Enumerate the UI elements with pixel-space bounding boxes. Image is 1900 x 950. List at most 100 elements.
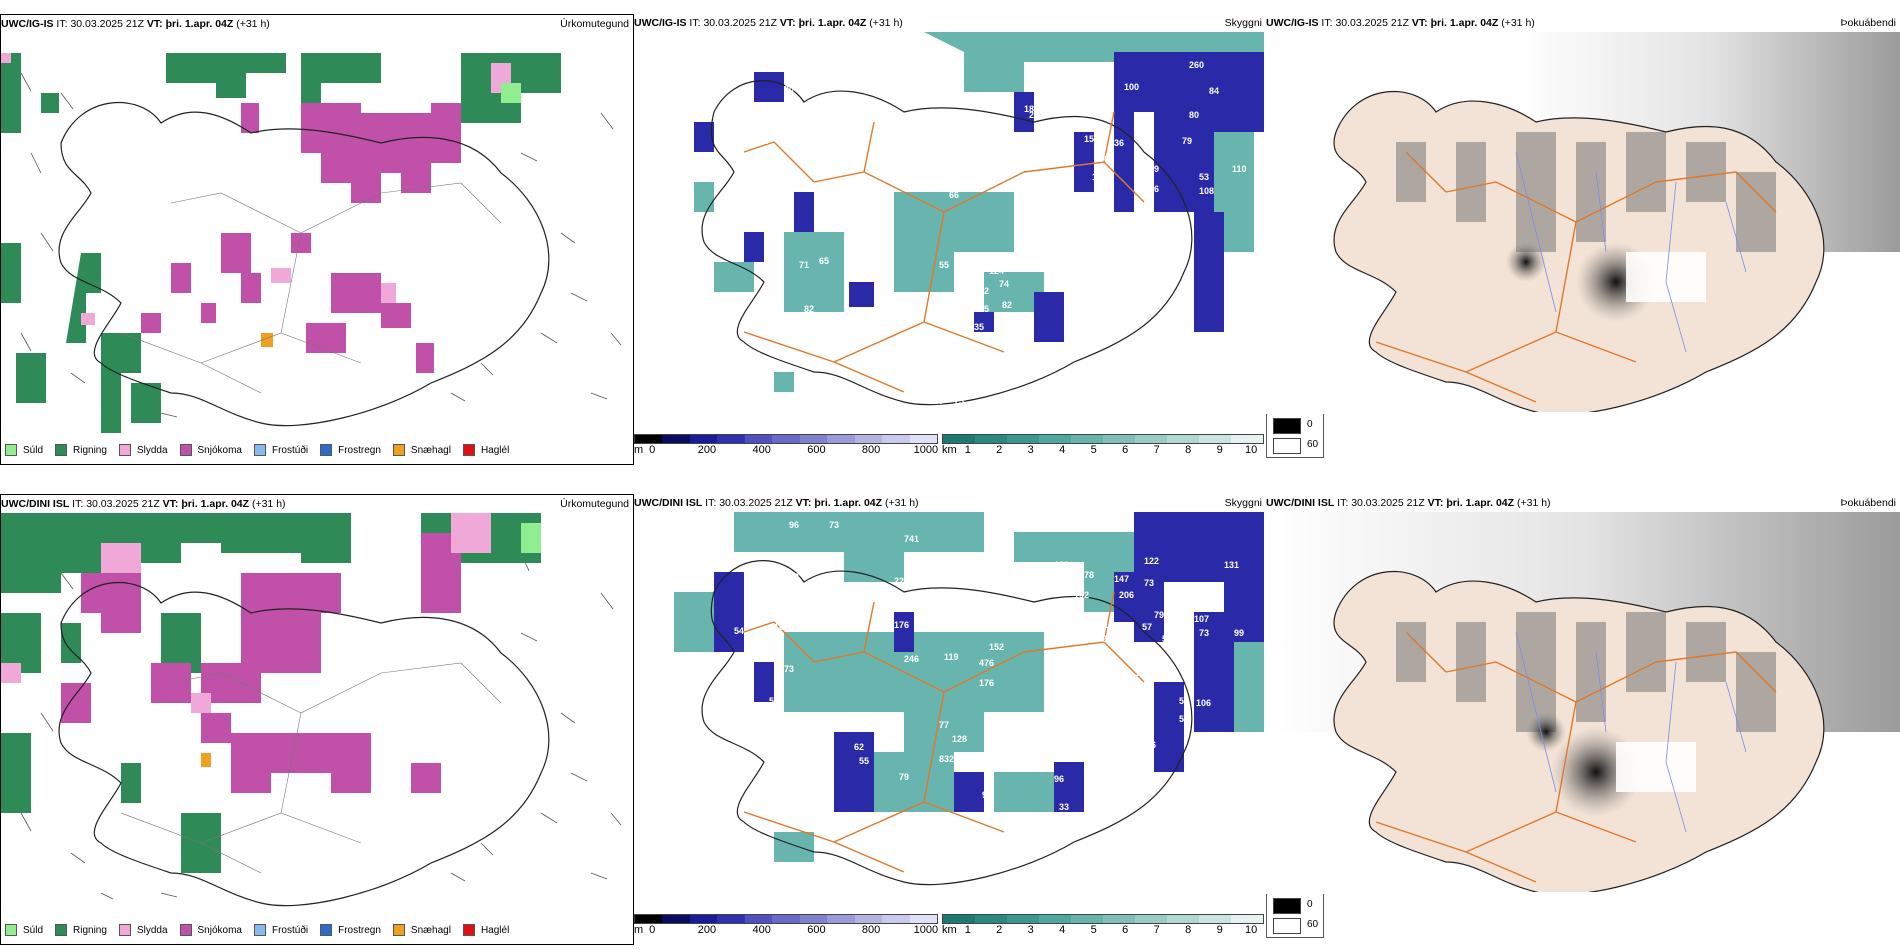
- visibility-label: 47: [969, 112, 979, 122]
- coastline: [701, 80, 1193, 406]
- visibility-unit: km: [942, 924, 957, 936]
- legend-swatch: [118, 924, 131, 936]
- valid-time: þri. 1.apr. 04Z: [165, 18, 234, 30]
- panel-header: UWC/DINI ISL IT: 30.03.2025 21Z VT: þri.…: [634, 494, 1266, 512]
- visibility-label: 295: [974, 304, 989, 314]
- visibility-label: 48: [1179, 234, 1189, 244]
- visibility-colorbar: km 1 2 3 4 5 6 7 8 9 10: [942, 434, 1264, 456]
- colorbar-segment: [854, 915, 883, 923]
- model-name: UWC/IG-IS: [1, 18, 54, 30]
- model-name: UWC/IG-IS: [634, 17, 687, 29]
- roads: [743, 591, 1145, 873]
- visibility-colorbar-ticks: km 1 2 3 4 5 6 7 8 9 10: [942, 924, 1264, 936]
- legend-label: Súld: [23, 924, 44, 936]
- legend-label: Snæhagl: [410, 444, 451, 456]
- colorbar-tick-label: 0: [649, 444, 656, 456]
- precip-type-title: Úrkomutegund: [560, 498, 629, 510]
- colorbar-segment: [975, 915, 1007, 923]
- cloud-base-unit: m: [634, 444, 644, 456]
- fog-shading: [1396, 132, 1776, 252]
- visibility-label: 107: [992, 722, 1007, 732]
- legend-swatch: [179, 444, 192, 456]
- visibility-label: 36: [1146, 740, 1156, 750]
- legend-label: Haglél: [480, 444, 510, 456]
- legend-label: Slydda: [136, 444, 168, 456]
- fog-key-light-swatch: [1273, 918, 1301, 934]
- colorbar-segment: [909, 435, 937, 443]
- visibility-label: 122: [1144, 556, 1159, 566]
- colorbar-segment: [799, 435, 828, 443]
- legend-item-freezing-rain: Frostregn: [320, 444, 381, 456]
- visibility-label: 37: [1059, 354, 1069, 364]
- drizzle-area: [521, 523, 541, 553]
- colorbar-tick-label: 3: [1027, 924, 1034, 936]
- visibility-label: 143: [884, 319, 899, 329]
- panel-header: UWC/IG-IS IT: 30.03.2025 21Z VT: þri. 1.…: [1266, 14, 1900, 32]
- legend-item-snow: Snjókoma: [179, 924, 242, 936]
- legend-item-sleet: Slydda: [118, 924, 168, 936]
- colorbar-segment: [744, 435, 773, 443]
- visibility-label: 81: [819, 224, 829, 234]
- visibility-label: 79: [1182, 136, 1192, 146]
- colorbar-segment: [909, 915, 937, 923]
- roads: [1375, 151, 1777, 403]
- sleet-areas: [1, 513, 491, 713]
- visibility-label: 87: [934, 396, 944, 406]
- colorbar-tick-label: 200: [697, 924, 717, 936]
- colorbar-tick-label: 200: [697, 444, 717, 456]
- legend-label: Snæhagl: [410, 924, 451, 936]
- roads: [1375, 631, 1777, 883]
- visibility-label: 330: [1134, 668, 1149, 678]
- colorbar-segment: [1167, 435, 1199, 443]
- legend-label: Rigning: [73, 444, 107, 456]
- colorbar-tick-label: 800: [861, 444, 881, 456]
- visibility-label: 107: [1194, 614, 1209, 624]
- visibility-label: 115: [1099, 620, 1114, 630]
- visibility-colorbar-gradient: [942, 914, 1264, 924]
- valid-label: VT:: [146, 18, 163, 30]
- init-time: 30.03.2025 21Z: [86, 498, 160, 510]
- colorbar-segment: [882, 915, 910, 923]
- valid-label: VT:: [1427, 497, 1444, 509]
- legend-item-snow-pellets: Snæhagl: [392, 444, 451, 456]
- fog-panel-bottom: UWC/DINI ISL IT: 30.03.2025 21Z VT: þri.…: [1266, 494, 1900, 894]
- visibility-label: 476: [979, 658, 994, 668]
- colorbar-tick-label: 1000: [913, 444, 939, 456]
- visibility-label: 73: [829, 520, 839, 530]
- visibility-label: 82: [804, 304, 814, 314]
- rain-areas: [1, 53, 561, 433]
- visibility-label: 168: [1094, 206, 1109, 216]
- legend-item-snow: Snjókoma: [179, 444, 242, 456]
- colorbar-segment: [1007, 435, 1039, 443]
- legend-item-snow-pellets: Snæhagl: [392, 924, 451, 936]
- colorbar-tick-label: 4: [1059, 444, 1066, 456]
- colorbar-tick-label: 5: [1090, 444, 1097, 456]
- ice-pellet-area: [201, 753, 211, 767]
- visibility-label: 53: [1199, 172, 1209, 182]
- init-label: IT:: [72, 498, 84, 510]
- visibility-label: 335: [689, 526, 704, 536]
- lead-time: (+31 h): [1501, 17, 1535, 29]
- visibility-label: 110: [1232, 164, 1247, 174]
- model-name: UWC/DINI ISL: [634, 497, 703, 509]
- legend-item-drizzle: Súld: [5, 444, 43, 456]
- legend-label: Rigning: [73, 924, 107, 936]
- visibility-label: 82: [1002, 300, 1012, 310]
- colorbar-segment: [1071, 915, 1103, 923]
- colorbar-tick-label: 6: [1122, 444, 1129, 456]
- legend-item-freezing-drizzle: Frostúði: [253, 924, 308, 936]
- visibility-label: 81: [934, 858, 944, 868]
- visibility-label: 106: [1196, 698, 1211, 708]
- valid-time: þri. 1.apr. 04Z: [1430, 17, 1499, 29]
- visibility-label: 73: [1199, 628, 1209, 638]
- legend-item-rain: Rigning: [55, 444, 107, 456]
- model-name: UWC/IG-IS: [1266, 17, 1319, 29]
- clear-area: [1616, 742, 1696, 792]
- low-cloud-areas: [694, 52, 1264, 342]
- visibility-label: 147: [1114, 574, 1129, 584]
- cloud-base-colorbar-gradient: [634, 434, 938, 444]
- colorbar-tick-label: 9: [1216, 444, 1223, 456]
- visibility-label: 96: [1054, 774, 1064, 784]
- init-time: 30.03.2025 21Z: [1335, 17, 1409, 29]
- visibility-label: 54: [734, 626, 744, 636]
